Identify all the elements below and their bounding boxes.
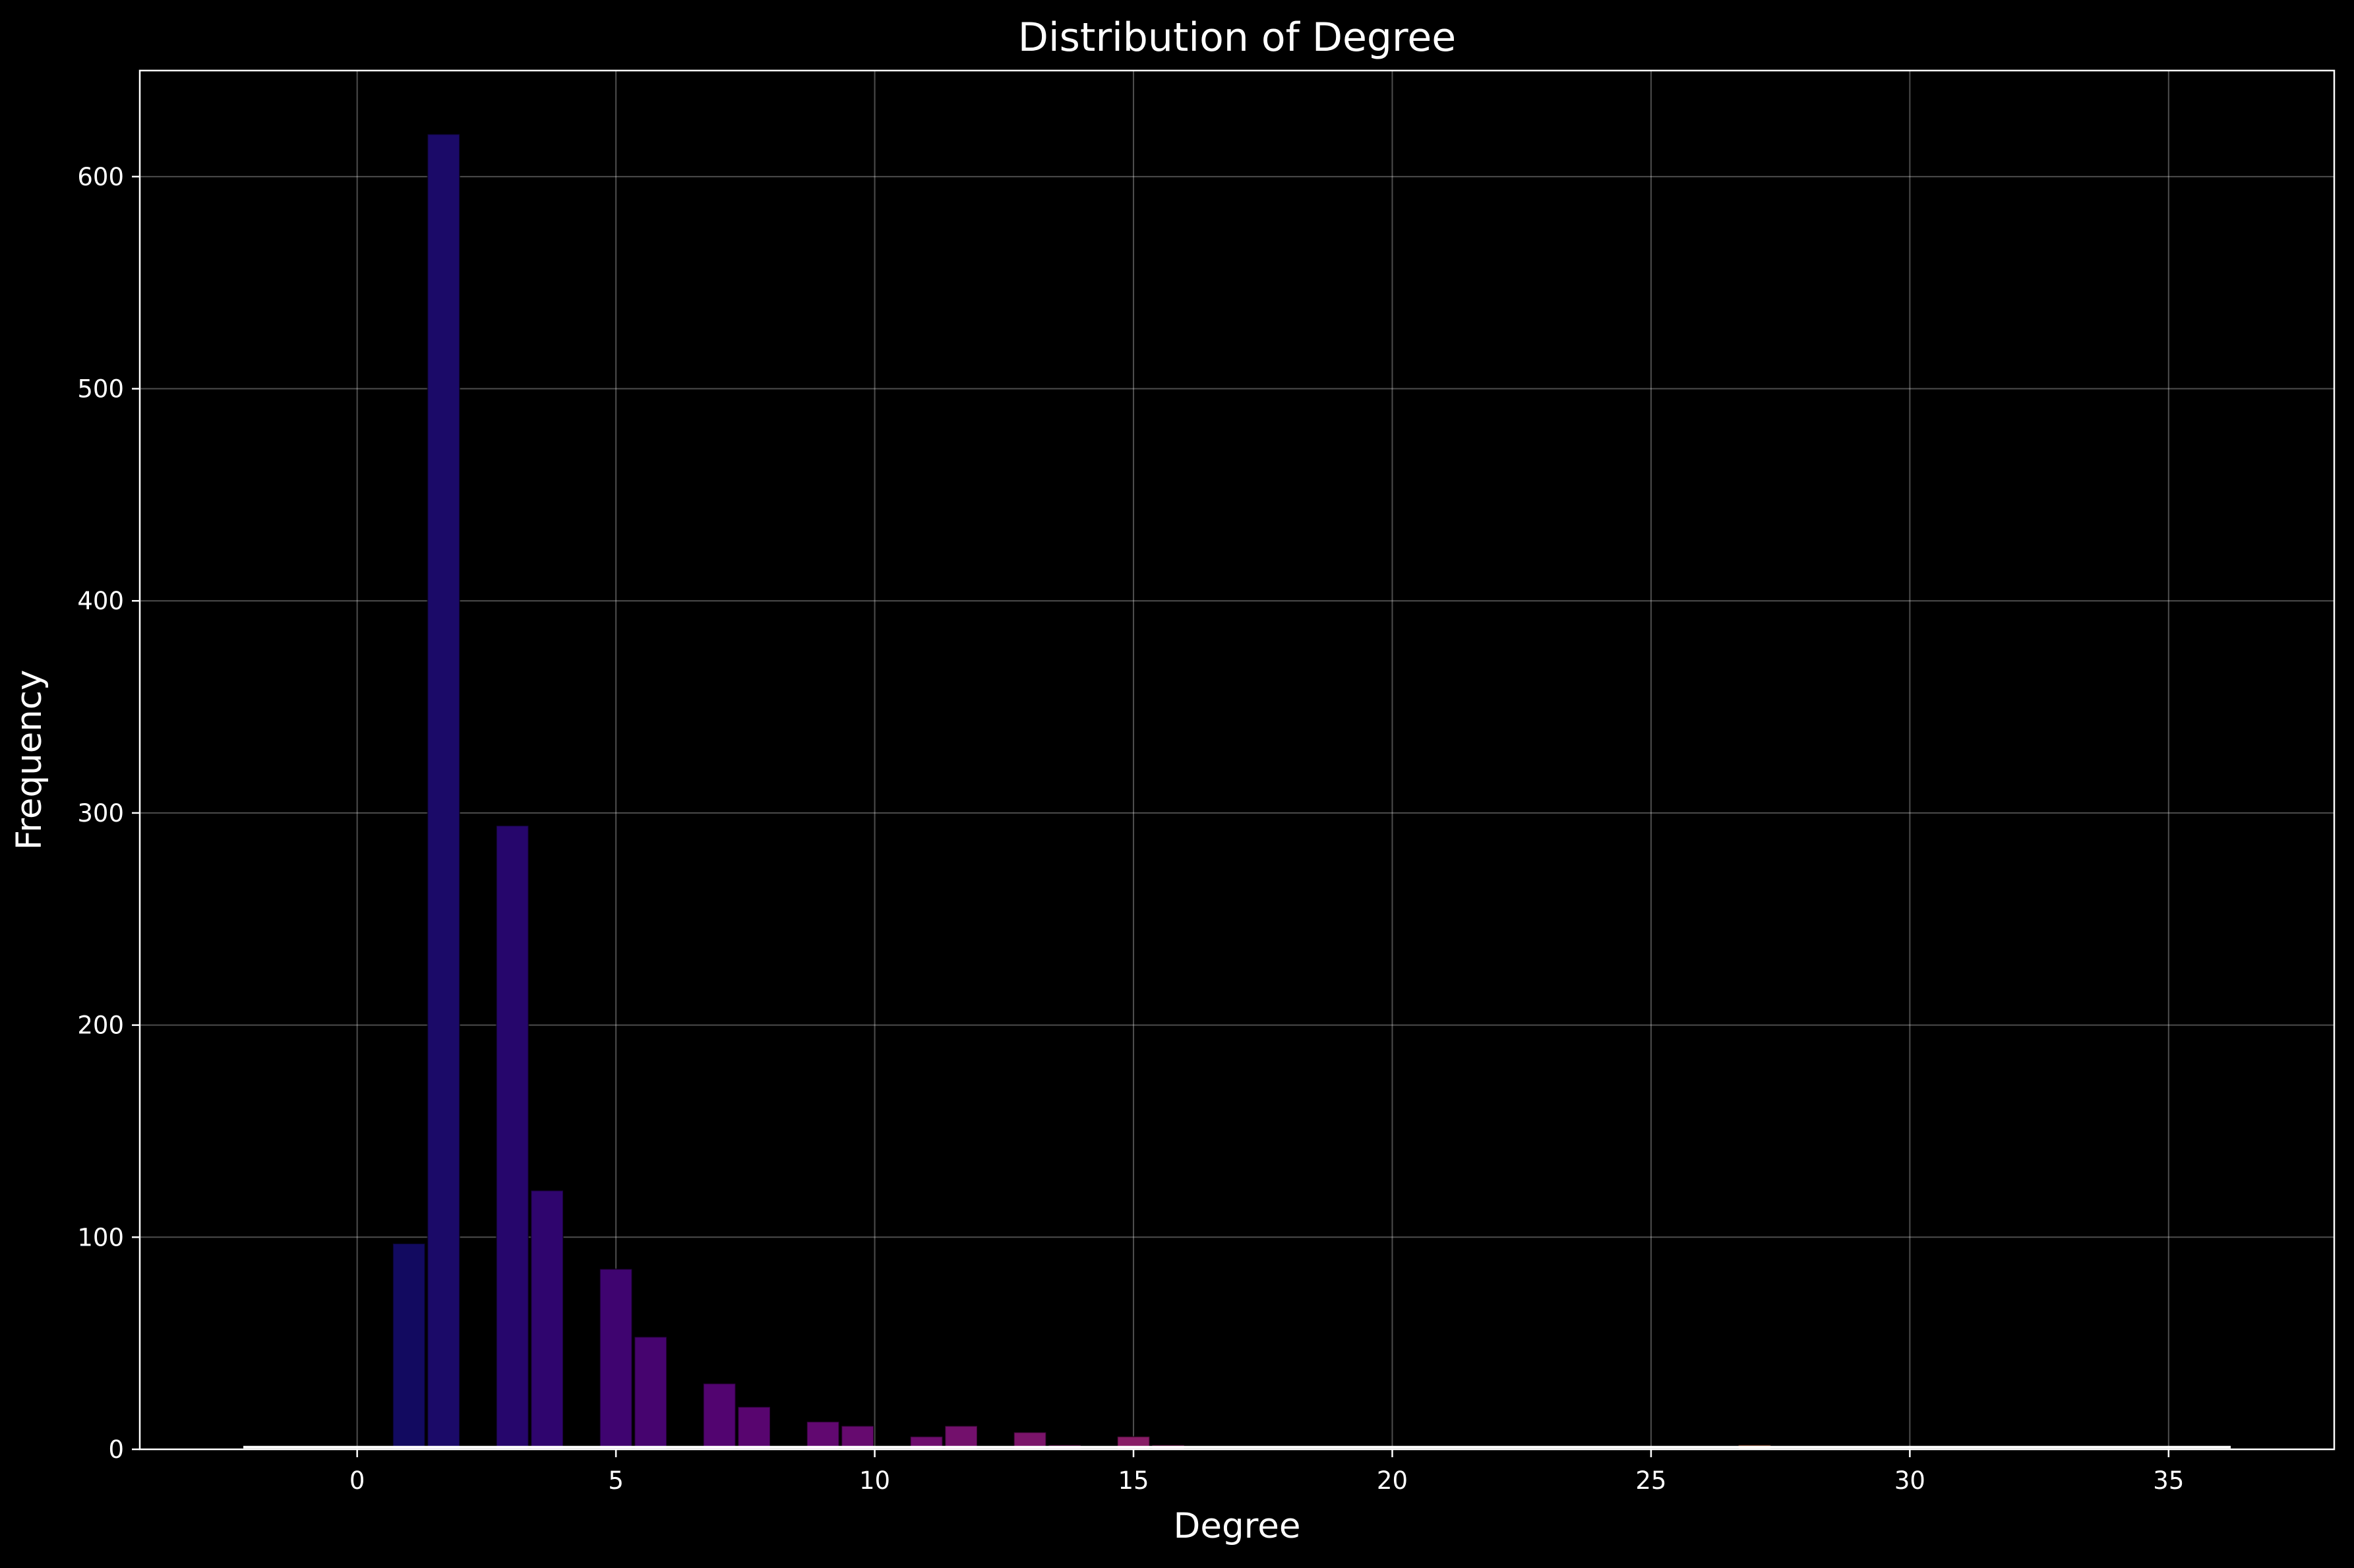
histogram-bar	[392, 1242, 426, 1451]
y-tick-label: 100	[77, 1223, 124, 1251]
y-tick-label: 400	[77, 587, 124, 615]
y-tick-label: 300	[77, 799, 124, 828]
chart-title: Distribution of Degree	[1018, 15, 1456, 61]
histogram-bar	[702, 1383, 737, 1451]
x-tick-label: 25	[1635, 1466, 1666, 1495]
y-axis-label: Frequency	[9, 670, 49, 851]
histogram-bar	[944, 1425, 978, 1450]
histogram-bar	[495, 825, 529, 1450]
histogram-bar	[599, 1268, 633, 1450]
histogram-bar	[427, 133, 461, 1450]
x-tick-label: 5	[608, 1466, 624, 1495]
x-axis-ticks: 0 5 10 15 20 25 30 35	[349, 1449, 2184, 1495]
y-axis-ticks: 0 100 200 300 400 500 600	[77, 163, 140, 1464]
plot-frame	[138, 69, 2336, 1451]
x-tick-label: 0	[349, 1466, 365, 1495]
histogram-bar	[530, 1190, 564, 1451]
y-tick-label: 0	[108, 1435, 124, 1464]
x-tick-label: 10	[859, 1466, 890, 1495]
x-tick-label: 20	[1377, 1466, 1408, 1495]
histogram-bar	[634, 1336, 668, 1450]
y-tick-label: 200	[77, 1011, 124, 1040]
y-tick-label: 500	[77, 375, 124, 404]
histogram-bar	[841, 1425, 874, 1450]
histogram-bar	[737, 1406, 771, 1451]
x-tick-label: 30	[1894, 1466, 1925, 1495]
y-tick-label: 600	[77, 163, 124, 191]
x-axis-label: Degree	[1174, 1506, 1301, 1546]
x-tick-label: 35	[2153, 1466, 2184, 1495]
histogram-bar	[806, 1421, 840, 1450]
x-tick-label: 15	[1118, 1466, 1149, 1495]
bar-series	[392, 133, 1772, 1451]
